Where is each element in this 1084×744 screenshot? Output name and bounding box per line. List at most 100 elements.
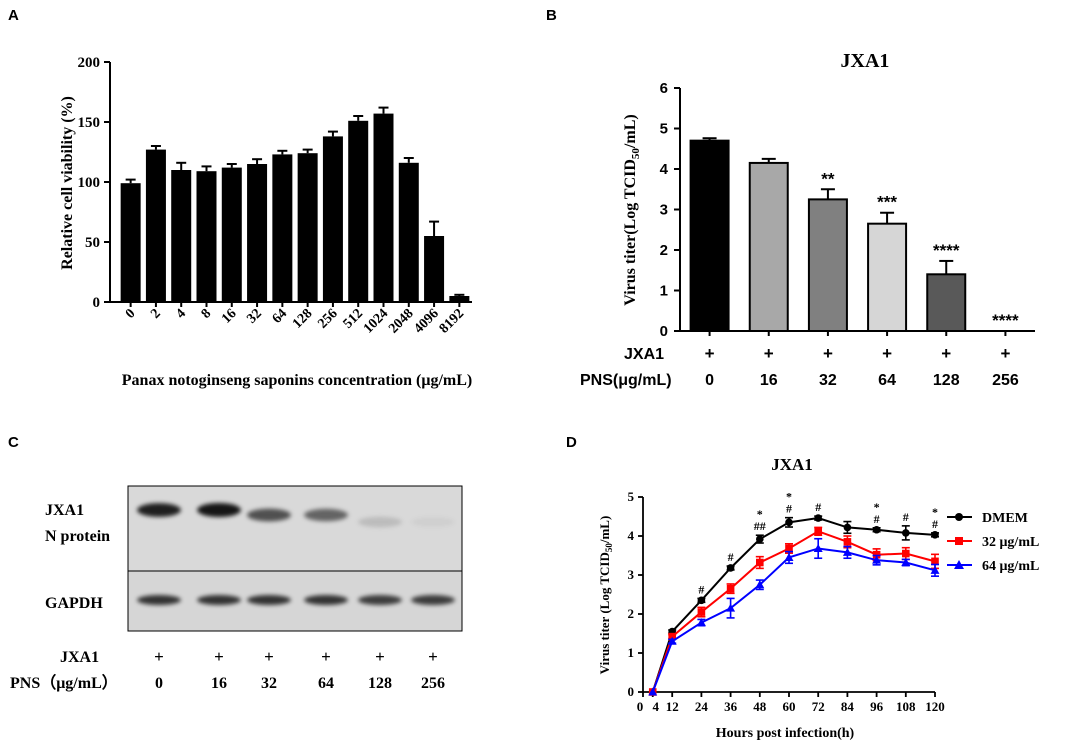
panel-a-y-tick-label: 100 <box>78 175 101 191</box>
panel-a-bar <box>120 183 141 302</box>
blot-lane-label: 256 <box>421 675 445 692</box>
panel-a-bar <box>424 236 445 302</box>
blot-lane-label: 0 <box>155 675 163 692</box>
panel-a-y-axis-label: Relative cell viability (%) <box>59 96 76 270</box>
panel-a-bar <box>297 153 318 302</box>
panel-d-point <box>813 543 823 552</box>
panel-d-point <box>930 565 940 574</box>
blot-gapdh-band <box>247 595 291 605</box>
panel-d-significance-label: # <box>874 512 880 526</box>
blot-plus-mark: + <box>214 647 224 666</box>
blot-gapdh-band <box>304 595 348 605</box>
panel-d-point <box>785 518 793 527</box>
blot-label-jxa1: JXA1 <box>45 502 84 519</box>
panel-d-point <box>726 584 735 593</box>
panel-d-x-tick-label: 60 <box>783 699 796 714</box>
panel-d-y-tick-label: 4 <box>628 528 635 543</box>
panel-a-x-tick-label: 16 <box>219 306 240 327</box>
panel-a-y-tick-label: 200 <box>78 55 101 71</box>
panel-a-x-tick-label: 2 <box>148 306 164 322</box>
panel-d-point <box>872 555 882 564</box>
panel-d-point <box>697 608 706 616</box>
panel-b-y-tick-label: 6 <box>660 80 668 97</box>
panel-d-legend-label: 64 μg/mL <box>982 559 1039 574</box>
panel-b-bar <box>807 198 848 332</box>
panel-a-x-tick-label: 128 <box>290 306 315 331</box>
panel-a-x-tick-label: 4 <box>173 306 189 322</box>
panel-d-point <box>697 596 706 605</box>
blot-label-n-protein: N protein <box>45 528 110 545</box>
panel-d-y-tick-label: 3 <box>628 567 635 582</box>
panel-b-plus-mark: + <box>941 344 951 363</box>
panel-a-x-tick-label: 0 <box>123 306 139 322</box>
panel-b-x-tick-label: 256 <box>992 372 1019 389</box>
panel-b-ylabel-main: Virus titer(Log TCID <box>622 159 639 306</box>
panel-a-bar <box>221 167 242 302</box>
blot-n-protein-membrane <box>127 485 463 572</box>
panel-d-point <box>931 557 939 566</box>
panel-letter-a: A <box>8 7 19 24</box>
panel-d-x-tick-label: 120 <box>925 699 945 714</box>
panel-d-point <box>872 525 881 534</box>
panel-a-y-tick-label: 150 <box>78 115 101 131</box>
blot-n-protein-band <box>137 503 181 517</box>
panel-d-x-tick-label: 96 <box>870 699 884 714</box>
panel-b-y-tick-label: 2 <box>660 242 668 259</box>
panel-d-x-tick-label: 48 <box>753 699 767 714</box>
panel-a-x-tick-label: 256 <box>315 306 340 331</box>
panel-d-y-tick-label: 5 <box>628 489 635 504</box>
blot-lane-label: 16 <box>211 675 227 692</box>
panel-a-bar <box>449 296 470 302</box>
panel-b-plus-mark: + <box>882 344 892 363</box>
blot-lane-label: 32 <box>261 675 277 692</box>
panel-d-significance-label: * <box>932 505 938 519</box>
blot-plus-mark: + <box>154 647 164 666</box>
panel-a-chart: Relative cell viability (%) Panax notogi… <box>59 55 472 389</box>
panel-a-bar <box>348 120 369 302</box>
panel-d-ylabel-main: Virus titer (Log TCID <box>597 552 612 674</box>
panel-d-significance-label: * <box>757 507 763 521</box>
panel-d-significance-label: # <box>932 517 938 531</box>
panel-b-significance-label: **** <box>992 311 1019 330</box>
blot-row-label-virus: JXA1 <box>60 649 99 666</box>
panel-d-series-line <box>651 517 936 693</box>
panel-b-ylabel-sub: 50 <box>630 148 642 160</box>
panel-d-x-axis-label: Hours post infection(h) <box>716 726 855 741</box>
panel-b-plus-mark: + <box>1000 344 1010 363</box>
blot-gapdh-band <box>137 595 181 605</box>
panel-d-significance-label: # <box>728 550 734 564</box>
panel-d-x-tick-label: 0 <box>637 699 644 714</box>
panel-d-point <box>814 514 822 522</box>
panel-d-significance-label: * <box>786 490 792 504</box>
panel-d-legend-label: 32 μg/mL <box>982 535 1039 550</box>
panel-a-bar <box>322 136 343 302</box>
panel-d-y-tick-label: 1 <box>628 645 635 660</box>
panel-d-x-tick-label: 72 <box>812 699 825 714</box>
panel-a-x-tick-label: 8192 <box>437 306 467 336</box>
blot-gapdh-membrane <box>127 570 463 632</box>
panel-a-bar <box>373 113 394 302</box>
panel-b-y-tick-label: 3 <box>660 202 668 219</box>
panel-d-point <box>726 603 736 612</box>
panel-a-x-tick-label: 64 <box>270 306 291 327</box>
panel-b-significance-label: ** <box>821 169 835 188</box>
panel-d-chart: JXA1 Virus titer (Log TCID50/mL) Hours p… <box>597 455 1039 741</box>
blot-n-protein-band <box>197 503 241 517</box>
panel-b-y-tick-label: 5 <box>660 121 668 138</box>
blot-n-protein-band <box>411 516 455 528</box>
panel-b-significance-label: **** <box>933 241 960 260</box>
blot-n-protein-band <box>358 516 402 528</box>
panel-d-point <box>756 535 764 543</box>
panel-a-bar <box>398 162 419 302</box>
panel-c-western-blot: JXA1 N protein GAPDH JXA1 PNS（μg/mL） +0 +… <box>10 485 463 692</box>
panel-b-chart: JXA1 Virus titer(Log TCID50/mL) JXA1 PNS… <box>580 50 1035 389</box>
panel-d-point <box>843 538 852 546</box>
panel-d-x-tick-label: 24 <box>695 699 709 714</box>
panel-b-x-tick-label: 0 <box>705 372 714 389</box>
blot-plus-mark: + <box>321 647 331 666</box>
blot-gapdh-band <box>411 595 455 605</box>
blot-gapdh-band <box>197 595 241 605</box>
panel-d-point <box>726 564 735 572</box>
panel-b-bar <box>748 161 789 332</box>
